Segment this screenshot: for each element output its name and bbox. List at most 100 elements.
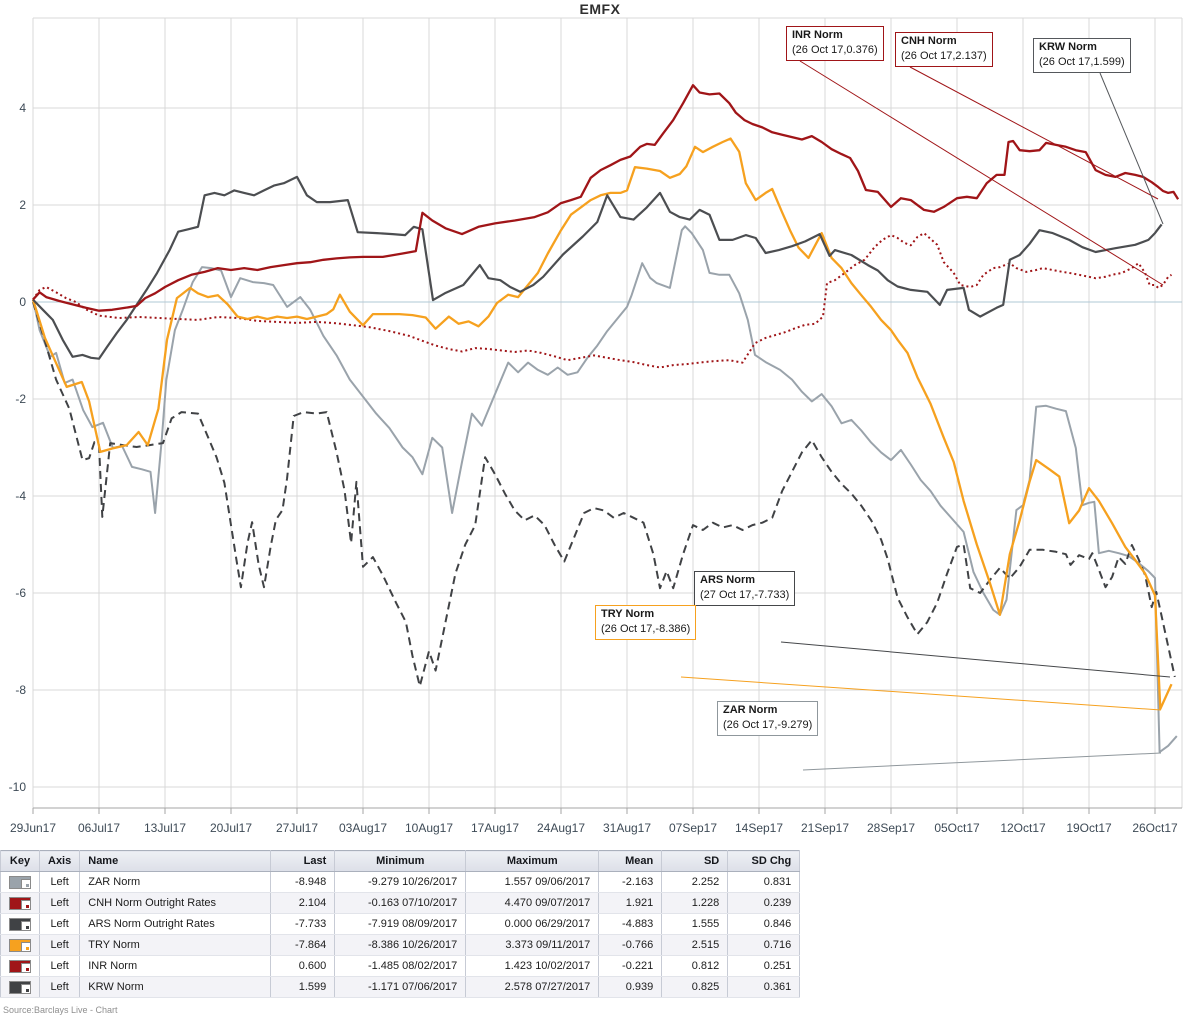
- column-header-axis: Axis: [38, 850, 81, 872]
- table-row-cnh-norm-outright-rates[interactable]: Left CNH Norm Outright Rates 2.104 -0.163 0…: [0, 892, 801, 914]
- table-cell-maximum: 4.470 09/07/2017: [465, 892, 600, 914]
- table-cell-minimum: -8.386 10/26/2017: [334, 934, 467, 956]
- column-header-name: Name: [79, 850, 272, 872]
- table-cell-mean: -0.766: [598, 934, 663, 956]
- table-cell-maximum: 3.373 09/11/2017: [465, 934, 600, 956]
- annotation-leader-cnh: [909, 66, 1159, 200]
- y-axis-label: -10: [9, 780, 27, 794]
- x-axis-label: 29Jun17: [10, 821, 56, 835]
- table-cell-axis: Left: [38, 871, 81, 893]
- annotation-zar[interactable]: ZAR Norm (26 Oct 17,-9.279): [717, 701, 819, 736]
- table-row-inr-norm[interactable]: Left INR Norm 0.600 -1.485 08/02/2017 1.423 …: [0, 955, 801, 977]
- column-header-maximum: Maximum: [465, 850, 600, 872]
- x-axis-label: 31Aug17: [603, 821, 651, 835]
- annotation-leader-inr: [799, 60, 1164, 286]
- annotation-leader-ars: [780, 641, 1171, 678]
- table-cell-sd-chg: 0.846: [727, 913, 801, 935]
- x-axis-label: 26Oct17: [1132, 821, 1178, 835]
- annotation-leader-try: [680, 676, 1162, 711]
- annotation-label: INR Norm: [792, 29, 843, 41]
- table-cell-sd-chg: 0.831: [727, 871, 801, 893]
- table-cell-sd: 1.555: [661, 913, 729, 935]
- annotation-value: (26 Oct 17,0.376): [792, 44, 878, 56]
- series-key-swatch: [9, 875, 31, 889]
- column-header-sd-chg: SD Chg: [727, 850, 801, 872]
- series-line-zar-norm: [32, 225, 1178, 754]
- table-cell-name: INR Norm: [79, 955, 272, 977]
- table-cell-minimum: -9.279 10/26/2017: [334, 871, 467, 893]
- y-axis-label: -6: [15, 586, 26, 600]
- table-cell-axis: Left: [38, 955, 81, 977]
- table-row-zar-norm[interactable]: Left ZAR Norm -8.948 -9.279 10/26/2017 1.557…: [0, 871, 801, 893]
- x-axis-label: 20Jul17: [210, 821, 252, 835]
- annotation-inr[interactable]: INR Norm (26 Oct 17,0.376): [786, 26, 884, 61]
- table-cell-name: KRW Norm: [79, 976, 272, 998]
- x-axis-label: 05Oct17: [934, 821, 980, 835]
- x-axis-label: 10Aug17: [405, 821, 453, 835]
- annotation-label: TRY Norm: [601, 608, 655, 620]
- table-cell-sd-chg: 0.239: [727, 892, 801, 914]
- annotation-leader-zar: [802, 752, 1162, 771]
- table-cell-mean: 1.921: [598, 892, 663, 914]
- table-cell-mean: -0.221: [598, 955, 663, 977]
- annotation-ars[interactable]: ARS Norm (27 Oct 17,-7.733): [694, 571, 796, 606]
- table-cell-sd: 2.252: [661, 871, 729, 893]
- table-cell-name: CNH Norm Outright Rates: [79, 892, 272, 914]
- table-cell-last: -7.733: [270, 913, 336, 935]
- series-key-swatch: [9, 938, 31, 952]
- x-axis-label: 07Sep17: [669, 821, 717, 835]
- table-row-try-norm[interactable]: Left TRY Norm -7.864 -8.386 10/26/2017 3.373…: [0, 934, 801, 956]
- x-axis-label: 03Aug17: [339, 821, 387, 835]
- table-cell-maximum: 1.423 10/02/2017: [465, 955, 600, 977]
- annotation-label: KRW Norm: [1039, 41, 1097, 53]
- table-cell-sd: 2.515: [661, 934, 729, 956]
- annotation-label: CNH Norm: [901, 35, 957, 47]
- x-axis-label: 28Sep17: [867, 821, 915, 835]
- table-cell-key: [0, 934, 40, 956]
- table-cell-sd: 0.812: [661, 955, 729, 977]
- annotation-value: (26 Oct 17,-9.279): [723, 719, 813, 731]
- table-cell-mean: -2.163: [598, 871, 663, 893]
- chart-plot-area[interactable]: 4 2 0 -2 -4 -6 -8 -10 29Jun17 06Jul17 13Jul17 20Jul…: [0, 0, 1200, 845]
- table-cell-name: ZAR Norm: [79, 871, 272, 893]
- series-key-swatch: [9, 980, 31, 994]
- y-axis-label: 4: [19, 101, 26, 115]
- series-stats-table: Key Axis Name Last Minimum Maximum Mean SD SD Ch…: [0, 850, 801, 998]
- annotation-try[interactable]: TRY Norm (26 Oct 17,-8.386): [595, 605, 697, 640]
- table-cell-sd: 0.825: [661, 976, 729, 998]
- series-key-swatch: [9, 896, 31, 910]
- chart-title: EMFX: [579, 1, 621, 17]
- table-cell-last: -7.864: [270, 934, 336, 956]
- annotation-cnh[interactable]: CNH Norm (26 Oct 17,2.137): [895, 32, 993, 67]
- table-cell-axis: Left: [38, 913, 81, 935]
- table-cell-minimum: -1.485 08/02/2017: [334, 955, 467, 977]
- annotation-label: ARS Norm: [700, 574, 756, 586]
- column-header-mean: Mean: [598, 850, 663, 872]
- table-cell-maximum: 1.557 09/06/2017: [465, 871, 600, 893]
- table-row-krw-norm[interactable]: Left KRW Norm 1.599 -1.171 07/06/2017 2.578 …: [0, 976, 801, 998]
- annotation-label: ZAR Norm: [723, 704, 778, 716]
- annotation-value: (26 Oct 17,2.137): [901, 50, 987, 62]
- table-cell-maximum: 2.578 07/27/2017: [465, 976, 600, 998]
- annotation-value: (27 Oct 17,-7.733): [700, 589, 790, 601]
- annotation-krw[interactable]: KRW Norm (26 Oct 17,1.599): [1033, 38, 1131, 73]
- series-line-inr-norm: [32, 232, 1173, 369]
- table-cell-minimum: -7.919 08/09/2017: [334, 913, 467, 935]
- table-cell-name: ARS Norm Outright Rates: [79, 913, 272, 935]
- y-axis-label: 0: [19, 295, 26, 309]
- table-cell-axis: Left: [38, 892, 81, 914]
- table-cell-minimum: -1.171 07/06/2017: [334, 976, 467, 998]
- table-cell-last: -8.948: [270, 871, 336, 893]
- y-axis-label: -8: [15, 683, 26, 697]
- y-axis-label: -4: [15, 489, 26, 503]
- table-cell-key: [0, 955, 40, 977]
- table-cell-sd: 1.228: [661, 892, 729, 914]
- series-line-krw-norm: [32, 175, 1163, 360]
- column-header-key: Key: [0, 850, 40, 872]
- table-row-ars-norm-outright-rates[interactable]: Left ARS Norm Outright Rates -7.733 -7.919 …: [0, 913, 801, 935]
- series-line-cnh-norm-outright-rates: [32, 84, 1180, 312]
- table-cell-key: [0, 913, 40, 935]
- x-axis-label: 21Sep17: [801, 821, 849, 835]
- table-cell-last: 0.600: [270, 955, 336, 977]
